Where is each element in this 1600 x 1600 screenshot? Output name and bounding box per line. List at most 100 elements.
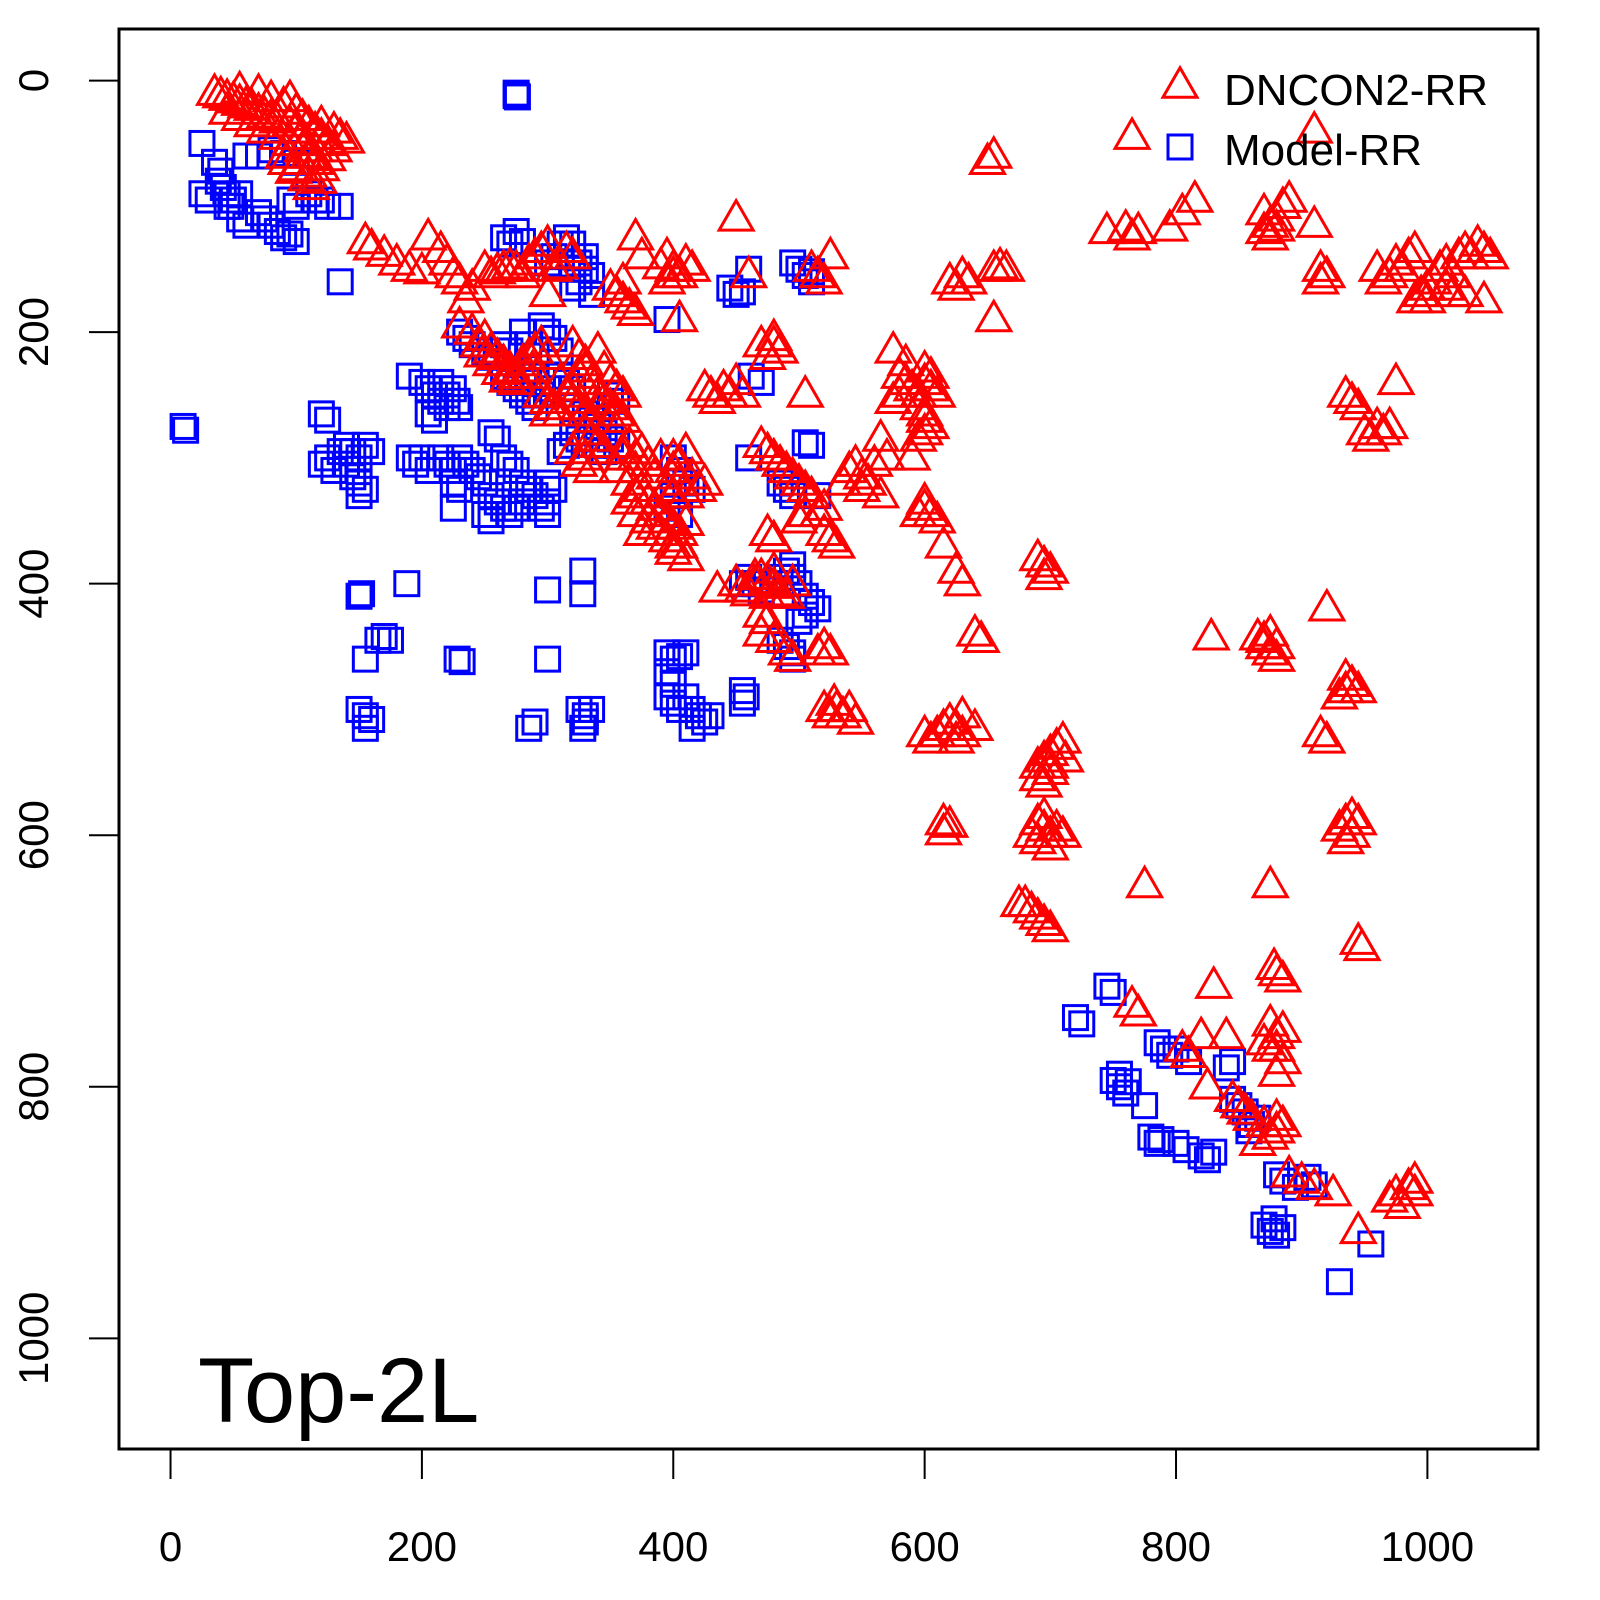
data-point-triangle: [622, 235, 662, 270]
data-point-square: [345, 482, 373, 510]
data-point-square: [446, 394, 474, 422]
data-point-triangle: [1244, 625, 1284, 660]
data-point-triangle: [798, 493, 838, 528]
data-point-triangle: [1112, 115, 1152, 150]
data-point-triangle: [1118, 210, 1158, 245]
data-point-triangle: [266, 141, 306, 176]
x-tick-label: 200: [387, 1523, 457, 1570]
data-point-triangle: [565, 392, 605, 427]
data-point-triangle: [685, 461, 725, 496]
data-point-triangle: [1194, 964, 1234, 999]
data-point-square: [515, 714, 543, 742]
data-point-triangle: [873, 329, 913, 364]
data-point-triangle: [471, 254, 511, 289]
data-point-triangle: [1181, 1015, 1221, 1050]
data-point-square: [1260, 1205, 1288, 1233]
data-point-triangle: [911, 367, 951, 402]
data-point-triangle: [1307, 587, 1347, 622]
data-point-square: [439, 494, 467, 522]
data-point-triangle: [534, 386, 574, 421]
data-point-triangle: [1445, 273, 1485, 308]
data-point-triangle: [930, 260, 970, 295]
data-point-triangle: [842, 468, 882, 503]
data-point-triangle: [974, 134, 1014, 169]
data-point-triangle: [1464, 279, 1504, 314]
data-point-triangle: [785, 468, 825, 503]
data-point-triangle: [898, 493, 938, 528]
legend-label-dncon2-rr: DNCON2-RR: [1224, 66, 1488, 115]
data-point-triangle: [1338, 1210, 1378, 1245]
legend-entry-model-rr: Model-RR: [1166, 126, 1422, 175]
data-point-triangle: [1256, 1027, 1297, 1062]
data-point-triangle: [584, 430, 624, 465]
data-point-triangle: [509, 336, 549, 370]
data-point-triangle: [754, 317, 794, 352]
data-point-triangle: [1464, 229, 1504, 264]
legend-square-marker: [1166, 133, 1194, 161]
data-point-triangle: [729, 254, 769, 289]
data-point-triangle: [578, 373, 618, 408]
data-point-square: [358, 706, 386, 734]
data-point-triangle: [760, 572, 800, 607]
data-point-triangle: [1037, 807, 1077, 842]
data-point-triangle: [251, 78, 291, 113]
data-point-triangle: [496, 361, 536, 396]
data-point-triangle: [622, 512, 662, 547]
data-point-triangle: [942, 694, 982, 729]
data-point-triangle: [653, 254, 693, 289]
data-point-triangle: [1162, 191, 1202, 226]
data-point-square: [559, 274, 587, 302]
data-point-square: [534, 576, 562, 604]
data-point-square: [348, 580, 376, 608]
data-point-triangle: [1256, 1109, 1297, 1144]
data-point-triangle: [754, 549, 794, 584]
data-point-triangle: [1307, 254, 1347, 289]
data-point-triangle: [1256, 637, 1297, 672]
data-point-triangle: [917, 373, 957, 408]
data-point-triangle: [609, 424, 649, 459]
data-point-triangle: [804, 512, 844, 547]
x-tick-label: 600: [890, 1523, 960, 1570]
data-point-triangle: [1294, 203, 1334, 238]
data-point-triangle: [462, 333, 502, 368]
data-point-square: [314, 406, 342, 434]
data-point-triangle: [741, 593, 781, 628]
data-point-triangle: [345, 220, 385, 255]
data-point-triangle: [1024, 902, 1064, 936]
data-point-triangle: [276, 109, 316, 144]
data-point-triangle: [1244, 191, 1284, 226]
data-point-triangle: [722, 373, 763, 408]
data-point-square: [414, 400, 442, 428]
data-point-triangle: [220, 69, 260, 104]
x-tick-label: 400: [638, 1523, 708, 1570]
data-point-triangle: [986, 247, 1026, 282]
data-point-triangle: [553, 235, 593, 270]
data-point-triangle: [1269, 178, 1309, 213]
data-point-square: [345, 582, 373, 610]
data-point-triangle: [1238, 1122, 1278, 1157]
data-point-triangle: [1191, 616, 1231, 651]
data-point-triangle: [930, 803, 970, 838]
data-point-triangle: [779, 461, 819, 496]
data-point-square: [503, 83, 531, 111]
data-point-triangle: [754, 436, 794, 471]
data-point-square: [672, 639, 700, 667]
data-point-square: [332, 450, 360, 478]
data-point-triangle: [1326, 669, 1366, 704]
data-point-square: [1143, 1129, 1171, 1157]
data-point-square: [678, 714, 706, 742]
data-point-triangle: [1187, 1065, 1228, 1100]
data-point-triangle: [1018, 757, 1058, 792]
data-point-triangle: [1470, 235, 1510, 270]
data-point-square: [326, 192, 354, 220]
legend: DNCON2-RR Model-RR: [1160, 64, 1488, 175]
data-point-square: [276, 220, 304, 248]
data-point-triangle: [622, 430, 662, 465]
legend-label-model-rr: Model-RR: [1224, 126, 1422, 175]
data-point-triangle: [1401, 273, 1441, 308]
data-point-square: [351, 475, 379, 503]
data-point-triangle: [653, 436, 693, 471]
data-point-triangle: [597, 392, 637, 427]
data-point-triangle: [465, 247, 505, 282]
data-point-square: [569, 580, 597, 608]
